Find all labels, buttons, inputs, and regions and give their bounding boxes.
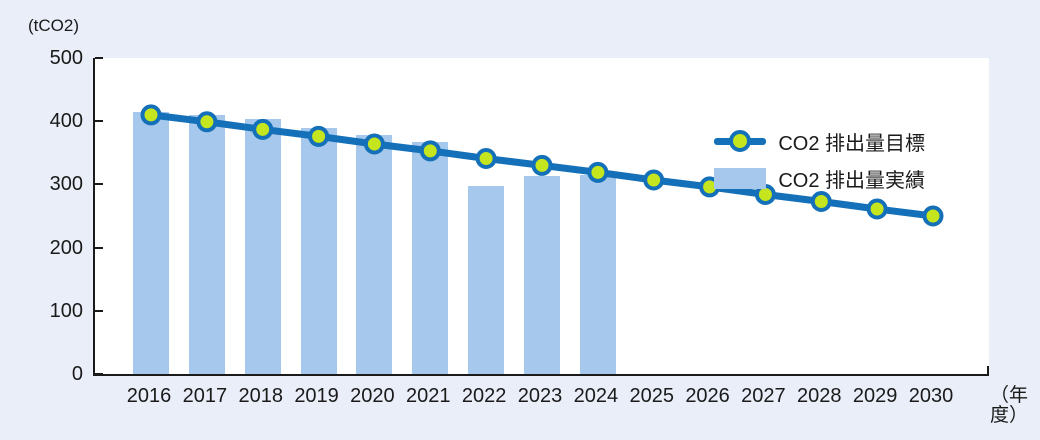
target-point-2022 [475, 148, 497, 169]
x-tick-label-2030: 2030 [908, 385, 954, 407]
legend-label-actual: CO2 排出量実績 [778, 169, 925, 192]
x-axis-end-tick [987, 366, 989, 374]
x-tick-label-2020: 2020 [350, 385, 395, 407]
target-line-swatch-icon [714, 130, 767, 152]
y-tick-label-400: 400 [49, 110, 83, 133]
x-tick-label-2022: 2022 [461, 385, 507, 407]
target-point-2019 [308, 125, 330, 147]
plot-area: CO2 排出量目標 CO2 排出量実績 [93, 57, 989, 376]
x-tick-label-2019: 2019 [294, 385, 339, 407]
bar-2023 [524, 176, 560, 374]
target-point-2029 [866, 198, 888, 220]
legend: CO2 排出量目標 CO2 排出量実績 [714, 128, 925, 202]
target-point-2025 [643, 169, 665, 191]
target-point-2020 [363, 133, 385, 155]
x-tick-label-2018: 2018 [238, 385, 283, 407]
x-tick-label-2029: 2029 [852, 385, 898, 407]
target-point-2024 [587, 161, 609, 183]
x-tick-label-2026: 2026 [685, 385, 730, 407]
bar-2018 [244, 119, 281, 374]
target-point-2021 [419, 140, 441, 162]
x-axis-unit-label: （年度） [989, 385, 1028, 426]
y-tick-mark-200 [95, 246, 103, 249]
y-tick-mark-400 [95, 120, 103, 123]
x-tick-label-2027: 2027 [741, 385, 786, 407]
target-point-2018 [252, 118, 274, 140]
bar-2020 [356, 135, 393, 374]
y-axis-unit-label: (tCO2) [28, 16, 79, 35]
legend-label-target: CO2 排出量目標 [778, 132, 925, 155]
target-marker-icon [729, 130, 752, 152]
x-tick-label-2028: 2028 [797, 385, 842, 407]
legend-item-target: CO2 排出量目標 [714, 128, 925, 155]
y-tick-label-200: 200 [49, 236, 83, 259]
bar-2022 [468, 185, 505, 374]
target-line-layer [140, 104, 944, 227]
target-point-2030 [922, 205, 944, 227]
bar-2024 [579, 174, 616, 374]
y-tick-mark-100 [95, 309, 103, 312]
legend-item-actual: CO2 排出量実績 [714, 165, 925, 192]
bar-2019 [300, 127, 337, 374]
x-tick-label-2021: 2021 [406, 385, 451, 407]
y-tick-label-0: 0 [71, 363, 83, 385]
x-tick-label-2025: 2025 [629, 385, 674, 407]
x-tick-label-2016: 2016 [126, 385, 172, 407]
y-tick-label-100: 100 [49, 299, 83, 322]
bar-2016 [133, 111, 169, 374]
bar-2021 [412, 142, 449, 374]
y-tick-mark-500 [95, 57, 103, 59]
x-tick-label-2024: 2024 [573, 385, 619, 407]
target-point-2017 [196, 111, 218, 133]
y-tick-label-500: 500 [49, 47, 83, 69]
bar-2017 [188, 114, 225, 374]
actual-bar-swatch-icon [714, 167, 767, 189]
y-tick-mark-300 [95, 183, 103, 186]
target-point-2023 [531, 154, 553, 176]
y-tick-label-300: 300 [49, 173, 83, 196]
y-tick-mark-0 [95, 373, 103, 375]
target-point-2028 [810, 191, 832, 212]
x-tick-label-2023: 2023 [517, 385, 563, 407]
x-tick-label-2017: 2017 [182, 385, 228, 407]
target-point-2016 [140, 104, 162, 126]
